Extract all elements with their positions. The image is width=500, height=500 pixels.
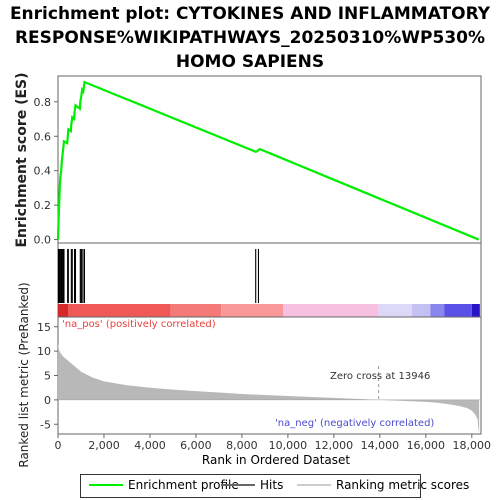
zero-cross-annotation: Zero cross at 13946	[330, 371, 430, 382]
na-neg-annotation: 'na_neg' (negatively correlated)	[275, 418, 434, 429]
es-y-axis-label: Enrichment score (ES)	[14, 72, 30, 247]
color-bar-segment	[68, 304, 171, 317]
legend-label-hits: Hits	[260, 478, 284, 492]
legend-swatch-metric	[297, 484, 331, 486]
x-axis-label: Rank in Ordered Dataset	[202, 453, 350, 467]
x-tick-label: 10,000	[269, 439, 308, 452]
metric-y-tick-label: 10	[37, 345, 51, 358]
metric-y-axis-label: Ranked list metric (PreRanked)	[17, 282, 31, 467]
x-tick-label: 8,000	[226, 439, 258, 452]
es-y-tick-label: 0.4	[34, 165, 52, 178]
metric-y-tick-label: 15	[37, 321, 51, 334]
color-bar-segment	[412, 304, 431, 317]
ranking-metric-area	[58, 343, 480, 432]
es-y-tick-label: 0.8	[34, 96, 52, 109]
color-bar-segment	[283, 304, 379, 317]
na-pos-annotation: 'na_pos' (positively correlated)	[62, 319, 216, 330]
legend-swatch-green	[89, 484, 123, 486]
legend-item-ranking-metric: Ranking metric scores	[297, 478, 469, 492]
x-tick-label: 18,000	[453, 439, 492, 452]
es-y-tick-label: 0.0	[34, 234, 52, 247]
title-line-3: HOMO SAPIENS	[175, 52, 325, 72]
metric-y-tick-label: -5	[40, 418, 51, 431]
color-bar-segment	[430, 304, 445, 317]
metric-y-tick-label: 0	[44, 394, 51, 407]
color-bar-segment	[378, 304, 413, 317]
color-bar-segment	[170, 304, 222, 317]
x-tick-label: 4,000	[134, 439, 166, 452]
legend-item-hits: Hits	[221, 478, 283, 492]
enrichment-profile-line	[56, 80, 480, 241]
color-bar-segment	[221, 304, 284, 317]
legend: Enrichment profile Hits Ranking metric s…	[80, 474, 469, 498]
color-bar-segment	[58, 304, 69, 317]
es-y-tick-label: 0.2	[34, 199, 52, 212]
x-tick-label: 16,000	[407, 439, 446, 452]
color-bar-segment	[471, 304, 480, 317]
es-panel-frame	[57, 75, 482, 244]
es-y-tick-label: 0.6	[34, 130, 52, 143]
x-tick-label: 14,000	[361, 439, 400, 452]
legend-item-enrichment-profile: Enrichment profile	[89, 478, 239, 492]
x-tick-label: 6,000	[180, 439, 212, 452]
metric-y-tick-label: 5	[44, 370, 51, 383]
legend-swatch-hits	[221, 484, 255, 486]
x-tick-label: 0	[55, 439, 62, 452]
x-tick-label: 12,000	[315, 439, 354, 452]
legend-label-enrichment-profile: Enrichment profile	[128, 478, 239, 492]
legend-label-ranking-metric: Ranking metric scores	[336, 478, 470, 492]
color-bar-segment	[444, 304, 472, 317]
title-line-1: Enrichment plot: CYTOKINES AND INFLAMMAT…	[9, 4, 491, 24]
x-tick-label: 2,000	[88, 439, 120, 452]
chart-title: Enrichment plot: CYTOKINES AND INFLAMMAT…	[0, 2, 500, 74]
title-line-2: RESPONSE%WIKIPATHWAYS_20250310%WP530%	[14, 28, 486, 48]
